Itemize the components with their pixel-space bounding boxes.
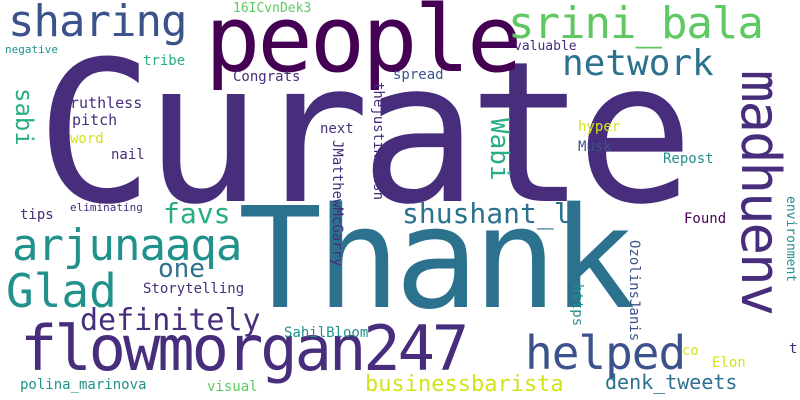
- word-ozolinsjanis: OzolinsJanis: [626, 240, 642, 342]
- word-valuable: valuable: [514, 39, 577, 54]
- word-musk: Musk: [578, 139, 612, 155]
- word-storytelling: Storytelling: [143, 281, 245, 297]
- word-negative: negative: [5, 43, 58, 56]
- word-next: next: [320, 121, 354, 137]
- word-glad: Glad: [6, 264, 117, 318]
- word-found: Found: [684, 211, 727, 227]
- word-wabi: Wabi: [484, 118, 514, 181]
- word-visual: visual: [207, 379, 258, 395]
- word-favs: favs: [163, 197, 231, 230]
- word-co: co: [682, 343, 699, 359]
- word-sharing: sharing: [8, 0, 187, 47]
- word-https: https: [569, 284, 585, 327]
- word-pitch: pitch: [72, 111, 118, 129]
- word-hyper: hyper: [578, 119, 621, 135]
- word-word: word: [70, 131, 104, 147]
- word-congrats: Congrats: [233, 69, 301, 85]
- word-tribe: tribe: [143, 53, 186, 69]
- word-elon: Elon: [712, 355, 746, 371]
- word-16icvndek3: 16ICvnDek3: [233, 1, 312, 16]
- word-one: one: [158, 254, 205, 284]
- word-flowmorgan247: flowmorgan247: [20, 312, 469, 385]
- word-srini-bala: srini_bala: [508, 0, 764, 49]
- word-jmatthewmcgarry: JMatthewMcGarry: [329, 140, 345, 267]
- word-thejustinwelsh: thejustinwelsh: [370, 82, 386, 201]
- word-polina-marinova: polina_marinova: [20, 377, 147, 393]
- word-network: network: [562, 43, 714, 84]
- word-t: t: [789, 341, 798, 357]
- word-shushant-l: shushant_l: [402, 197, 571, 230]
- word-environment: environment: [783, 196, 798, 283]
- word-ruthless: ruthless: [70, 94, 143, 112]
- word-nail: nail: [111, 147, 145, 163]
- word-sabi: sabi: [10, 88, 38, 146]
- word-sahilbloom: SahilBloom: [284, 325, 369, 341]
- word-tips: tips: [20, 207, 54, 223]
- word-definitely: definitely: [80, 303, 261, 338]
- word-spread: spread: [393, 67, 444, 83]
- word-businessbarista: businessbarista: [365, 372, 564, 397]
- word-eliminating: eliminating: [70, 201, 143, 214]
- word-arjunaaqa: arjunaaqa: [12, 220, 242, 271]
- word-repost: Repost: [663, 151, 714, 167]
- word-thank: Thank: [238, 178, 635, 341]
- word-helped: helped: [525, 326, 686, 380]
- word-people: people: [205, 0, 522, 93]
- word-curate: Curate: [36, 20, 694, 248]
- word-denk-tweets: denk_tweets: [605, 370, 738, 394]
- word-madhuenv: madhuenv: [729, 70, 792, 315]
